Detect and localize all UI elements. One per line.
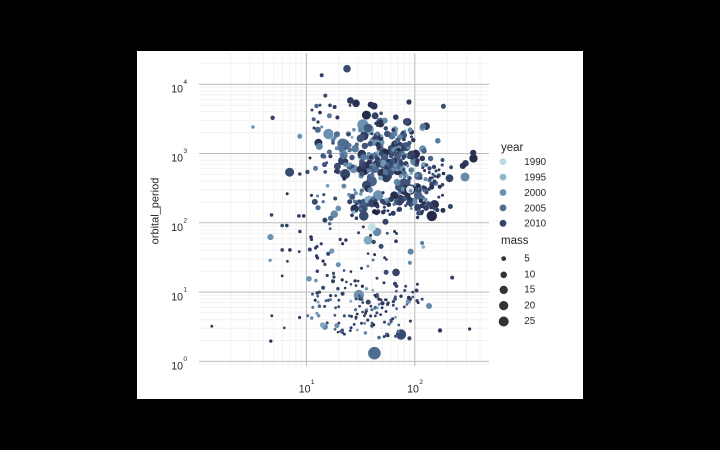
svg-text:1: 1	[183, 287, 187, 294]
svg-text:1990: 1990	[524, 157, 546, 168]
svg-text:25: 25	[524, 316, 535, 327]
svg-text:orbital_period: orbital_period	[150, 178, 162, 245]
svg-text:2010: 2010	[524, 219, 546, 230]
svg-text:3: 3	[183, 148, 187, 155]
svg-text:5: 5	[524, 253, 530, 264]
svg-text:2: 2	[419, 379, 423, 386]
svg-text:year: year	[501, 142, 524, 154]
svg-text:1995: 1995	[524, 173, 546, 184]
svg-text:10: 10	[407, 384, 419, 396]
svg-text:10: 10	[171, 291, 183, 303]
svg-text:mass: mass	[501, 235, 529, 247]
svg-text:2005: 2005	[524, 203, 546, 214]
svg-text:10: 10	[171, 153, 183, 165]
svg-text:0: 0	[183, 356, 187, 363]
svg-text:20: 20	[524, 300, 535, 311]
svg-text:4: 4	[183, 79, 187, 86]
svg-text:10: 10	[299, 384, 311, 396]
svg-text:15: 15	[524, 285, 535, 296]
svg-text:10: 10	[171, 361, 183, 373]
svg-text:10: 10	[171, 222, 183, 234]
svg-text:10: 10	[524, 270, 535, 281]
svg-text:1: 1	[311, 379, 315, 386]
svg-text:10: 10	[171, 83, 183, 95]
svg-text:2000: 2000	[524, 188, 546, 199]
svg-text:2: 2	[183, 217, 187, 224]
